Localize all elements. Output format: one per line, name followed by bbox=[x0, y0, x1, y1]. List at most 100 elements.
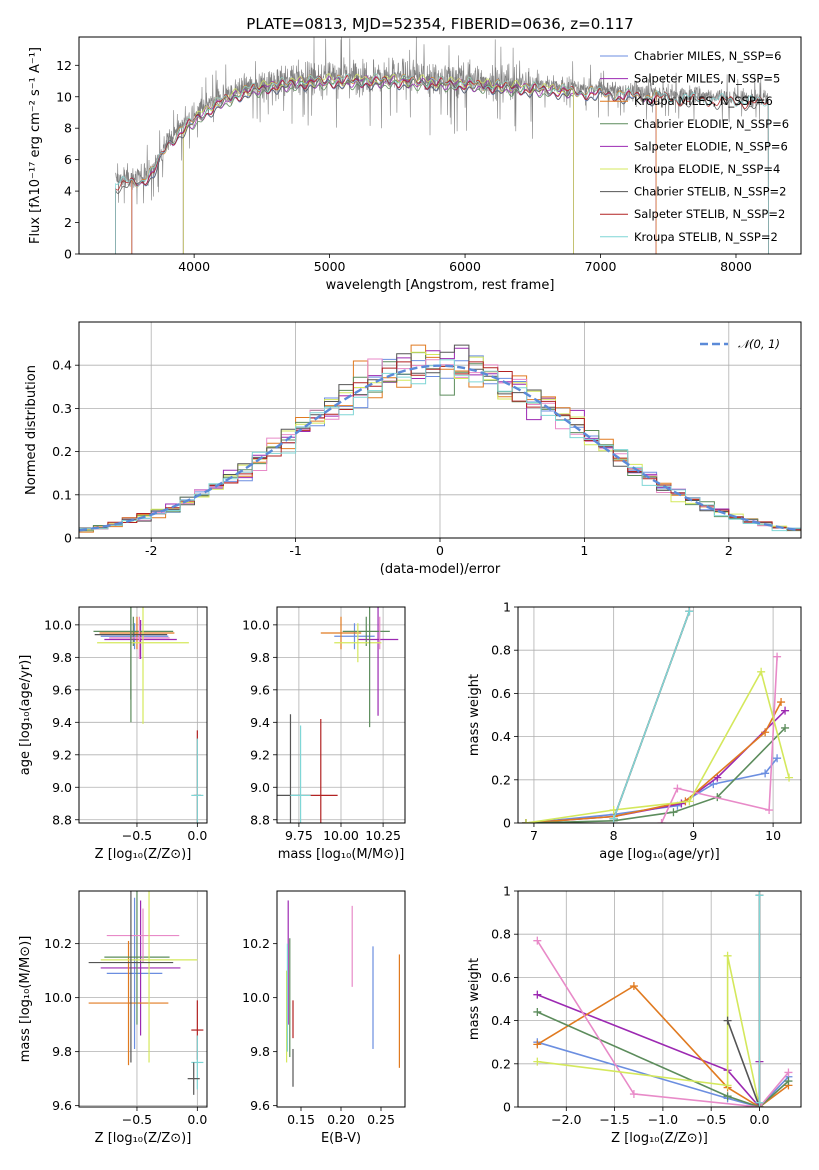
weight-point-marker bbox=[781, 706, 790, 715]
x-tick-label: 0.0 bbox=[750, 1112, 770, 1127]
y-axis-label: Flux [fλ10⁻¹⁷ erg cm⁻² s⁻¹ A⁻¹] bbox=[28, 47, 43, 244]
x-tick-label: 9 bbox=[689, 828, 697, 843]
normal-reference-curve bbox=[79, 364, 799, 532]
x-tick-label: 6000 bbox=[449, 259, 481, 274]
legend-label: Kroupa MILES, N_SSP=6 bbox=[634, 94, 773, 108]
x-tick-label: 0.20 bbox=[327, 1112, 355, 1127]
y-tick-label: 9.0 bbox=[52, 780, 72, 795]
y-axis-label: age [log₁₀(age/yr)] bbox=[18, 655, 33, 776]
y-tick-label: 0.6 bbox=[491, 686, 511, 701]
x-axis-label: (data-model)/error bbox=[380, 562, 501, 577]
y-tick-label: 9.2 bbox=[52, 747, 72, 762]
y-tick-label: 0.2 bbox=[52, 444, 72, 459]
weight-point-marker bbox=[773, 652, 782, 661]
y-tick-label: 0.2 bbox=[491, 772, 511, 787]
weight-series-line bbox=[525, 669, 790, 823]
x-tick-label: 10.25 bbox=[365, 828, 401, 843]
x-tick-label: 8000 bbox=[720, 259, 752, 274]
axes-frame bbox=[78, 321, 802, 539]
legend-label: Chabrier ELODIE, N_SSP=6 bbox=[634, 117, 789, 131]
x-tick-label: 4000 bbox=[178, 259, 210, 274]
y-tick-label: 4 bbox=[64, 184, 72, 199]
y-tick-label: 1 bbox=[503, 884, 511, 899]
y-tick-label: 9.8 bbox=[250, 1044, 270, 1059]
plot-area-age-vs-mass bbox=[277, 607, 399, 823]
weight-series-line bbox=[612, 611, 691, 819]
weight-point-marker bbox=[673, 784, 682, 793]
weight-point-marker bbox=[765, 806, 774, 815]
errorbar-point bbox=[320, 616, 362, 650]
x-tick-label: −0.5 bbox=[122, 1112, 152, 1127]
weight-point-marker bbox=[669, 808, 678, 817]
x-tick-label: 7000 bbox=[585, 259, 617, 274]
axes-age-vs-mass: 9.75 10.00 10.25 8.8 9.0 9.2 9.4 9.6 9.8 10.0 mass… bbox=[242, 607, 405, 862]
y-tick-label: 0.4 bbox=[491, 1013, 511, 1028]
x-axis-label: mass [log₁₀(M/M⊙)] bbox=[278, 847, 405, 862]
weight-series-line bbox=[536, 1011, 789, 1107]
y-tick-label: 12 bbox=[56, 58, 72, 73]
axes-frame bbox=[276, 890, 406, 1108]
errorbar-point bbox=[357, 607, 399, 716]
x-tick-label: 0.0 bbox=[187, 1112, 207, 1127]
y-tick-label: 10.2 bbox=[44, 936, 72, 951]
weight-point-marker bbox=[609, 814, 618, 823]
weight-point-marker bbox=[723, 951, 732, 960]
y-tick-label: 0.2 bbox=[491, 1056, 511, 1071]
weight-series-line bbox=[537, 993, 761, 1107]
y-tick-label: 0.4 bbox=[52, 358, 72, 373]
legend-label: Kroupa ELODIE, N_SSP=4 bbox=[634, 162, 780, 176]
weight-point-marker bbox=[773, 754, 782, 763]
weight-point-marker bbox=[685, 607, 694, 616]
x-tick-label: −2.0 bbox=[551, 1112, 581, 1127]
y-tick-label: 9.0 bbox=[250, 780, 270, 795]
errorbar-point bbox=[187, 1062, 200, 1095]
errorbar-point bbox=[100, 623, 169, 650]
weight-series-line bbox=[537, 1041, 789, 1107]
weight-point-marker bbox=[784, 1068, 793, 1077]
axes-frame bbox=[78, 36, 802, 255]
x-tick-label: 2 bbox=[725, 543, 733, 558]
model-spectrum-series bbox=[115, 73, 769, 254]
y-tick-label: 0.4 bbox=[491, 729, 511, 744]
weight-point-marker bbox=[781, 723, 790, 732]
plot-area-age-vs-Z bbox=[93, 607, 204, 823]
weight-series-line bbox=[660, 656, 778, 823]
weight-point-marker bbox=[757, 667, 766, 676]
weight-series-line bbox=[536, 940, 790, 1107]
y-tick-label: 0.8 bbox=[491, 927, 511, 942]
legend-label: Chabrier STELIB, N_SSP=2 bbox=[634, 185, 786, 199]
x-axis-label: wavelength [Angstrom, rest frame] bbox=[326, 278, 555, 293]
weight-point-marker bbox=[761, 769, 770, 778]
errorbar-point bbox=[100, 900, 181, 1036]
x-tick-label: −1.5 bbox=[599, 1112, 629, 1127]
x-tick-label: -1 bbox=[289, 543, 301, 558]
weight-point-marker bbox=[713, 773, 722, 782]
x-axis-label: Z [log₁₀(Z/Z⊙)] bbox=[611, 1131, 708, 1146]
weight-series-line bbox=[537, 955, 761, 1107]
legend-label: 𝒩(0, 1) bbox=[738, 337, 780, 351]
y-tick-label: 9.2 bbox=[250, 747, 270, 762]
x-tick-label: -2 bbox=[145, 543, 157, 558]
errorbar-point bbox=[93, 616, 174, 646]
x-tick-label: 10 bbox=[765, 828, 781, 843]
y-tick-label: 9.8 bbox=[250, 650, 270, 665]
errorbar-point bbox=[106, 897, 163, 1049]
y-tick-label: 10.0 bbox=[242, 617, 270, 632]
weight-point-marker bbox=[533, 990, 542, 999]
legend-label: Salpeter ELODIE, N_SSP=6 bbox=[634, 139, 788, 153]
y-tick-label: 0 bbox=[64, 247, 72, 262]
axes-frame bbox=[78, 606, 208, 824]
plot-area-weight-vs-Z bbox=[533, 891, 793, 1107]
y-axis-label: mass weight bbox=[467, 958, 482, 1040]
model-spectrum-series bbox=[115, 77, 769, 254]
legend: Chabrier MILES, N_SSP=6 Salpeter MILES, N… bbox=[600, 49, 789, 244]
legend-label: Salpeter MILES, N_SSP=5 bbox=[634, 72, 780, 86]
errorbar-point bbox=[104, 891, 170, 1025]
errorbar-point bbox=[99, 616, 175, 650]
x-axis-label: age [log₁₀(age/yr)] bbox=[599, 847, 720, 862]
y-tick-label: 0 bbox=[503, 1100, 511, 1115]
axes-frame bbox=[78, 890, 208, 1108]
weight-point-marker bbox=[777, 698, 786, 707]
y-tick-label: 0.6 bbox=[491, 970, 511, 985]
